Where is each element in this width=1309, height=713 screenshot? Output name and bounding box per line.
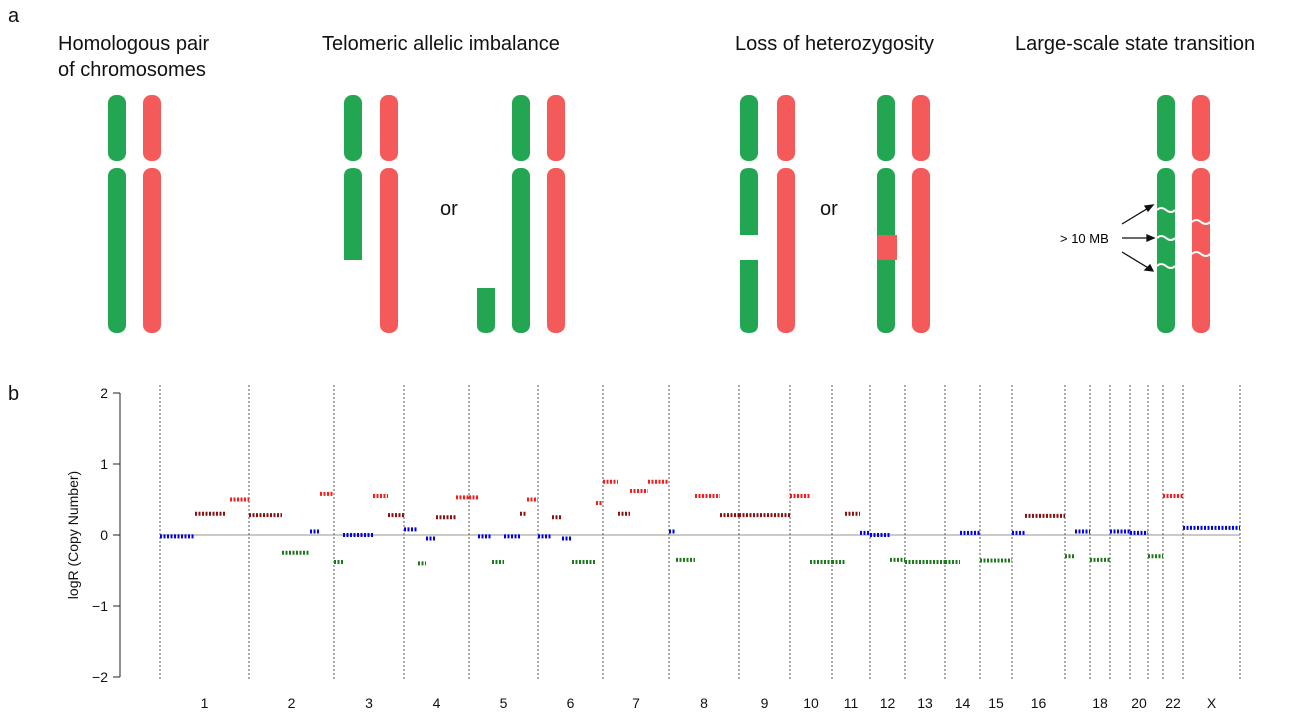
or-label: or — [440, 198, 458, 220]
x-tick-label: 20 — [1131, 695, 1147, 711]
x-tick-label: 8 — [700, 695, 708, 711]
x-tick-label: 13 — [917, 695, 933, 711]
x-tick-label: 11 — [844, 695, 859, 711]
y-tick-label: 2 — [100, 385, 108, 401]
x-tick-label: 4 — [433, 695, 441, 711]
panel-title: of chromosomes — [58, 59, 206, 81]
panel-label: a — [8, 5, 20, 27]
x-tick-label: 6 — [567, 695, 575, 711]
panel-label: b — [8, 383, 19, 405]
panel-title: Telomeric allelic imbalance — [322, 33, 560, 55]
x-tick-label: 9 — [761, 695, 769, 711]
y-tick-label: 0 — [100, 527, 108, 543]
x-tick-label: 1 — [201, 695, 209, 711]
x-tick-label: 14 — [955, 695, 971, 711]
x-tick-label: 2 — [288, 695, 296, 711]
or-label: or — [820, 198, 838, 220]
panel-title: Loss of heterozygosity — [735, 33, 934, 55]
panel-title: Large-scale state transition — [1015, 33, 1255, 55]
panel-title: Homologous pair — [58, 33, 210, 55]
annotation: > 10 MB — [1060, 231, 1109, 246]
x-tick-label: 16 — [1031, 695, 1047, 711]
x-tick-label: 12 — [880, 695, 896, 711]
y-tick-label: 1 — [100, 456, 108, 472]
x-tick-label: X — [1207, 695, 1217, 711]
x-tick-label: 7 — [632, 695, 640, 711]
x-tick-label: 18 — [1092, 695, 1108, 711]
x-tick-label: 10 — [803, 695, 819, 711]
x-tick-label: 3 — [365, 695, 373, 711]
y-tick-label: −2 — [92, 669, 108, 685]
y-axis-title: logR (Copy Number) — [65, 471, 81, 599]
x-tick-label: 5 — [500, 695, 508, 711]
x-tick-label: 15 — [988, 695, 1004, 711]
x-tick-label: 22 — [1165, 695, 1181, 711]
figure: a Homologous pair of chromosomes Telomer… — [0, 0, 1309, 713]
chromosomes — [108, 95, 1210, 333]
y-tick-label: −1 — [92, 598, 108, 614]
